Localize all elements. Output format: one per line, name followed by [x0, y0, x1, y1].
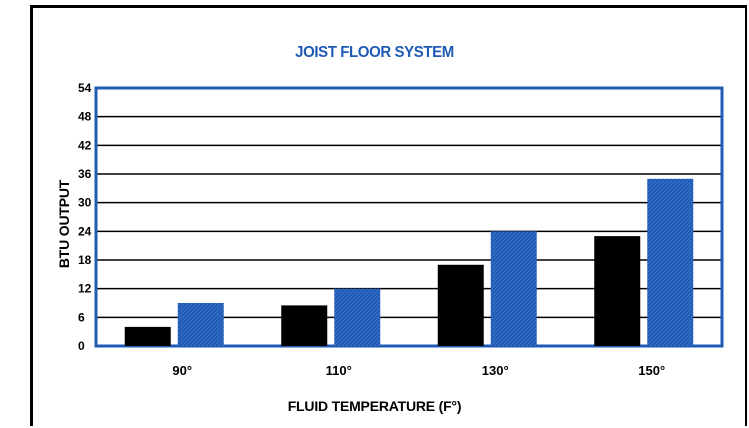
bar — [281, 305, 328, 346]
x-axis-label: FLUID TEMPERATURE (F°) — [287, 398, 462, 414]
y-tick-label: 42 — [78, 138, 92, 152]
x-tick-label: 90° — [172, 363, 192, 378]
x-tick-label: 130° — [482, 363, 509, 378]
bar — [124, 326, 171, 346]
bar — [490, 231, 537, 346]
y-tick-label: 30 — [78, 196, 92, 210]
bar — [334, 288, 381, 346]
y-tick-label: 36 — [78, 167, 92, 181]
y-tick-label: 0 — [78, 339, 85, 353]
y-tick-label: 18 — [78, 253, 92, 267]
bar — [177, 303, 224, 346]
y-tick-label: 12 — [78, 282, 92, 296]
y-tick-label: 48 — [78, 110, 92, 124]
y-tick-label: 24 — [78, 224, 92, 238]
chart-frame — [30, 5, 747, 426]
bar — [647, 178, 694, 346]
plot-area-border — [94, 86, 724, 348]
y-tick-label: 54 — [78, 81, 92, 95]
bar — [437, 264, 484, 346]
chart-title: JOIST FLOOR SYSTEM — [295, 43, 454, 62]
x-tick-label: 150° — [638, 363, 665, 378]
y-tick-label: 6 — [78, 310, 85, 324]
x-tick-label: 110° — [326, 363, 352, 378]
bar — [594, 236, 641, 346]
